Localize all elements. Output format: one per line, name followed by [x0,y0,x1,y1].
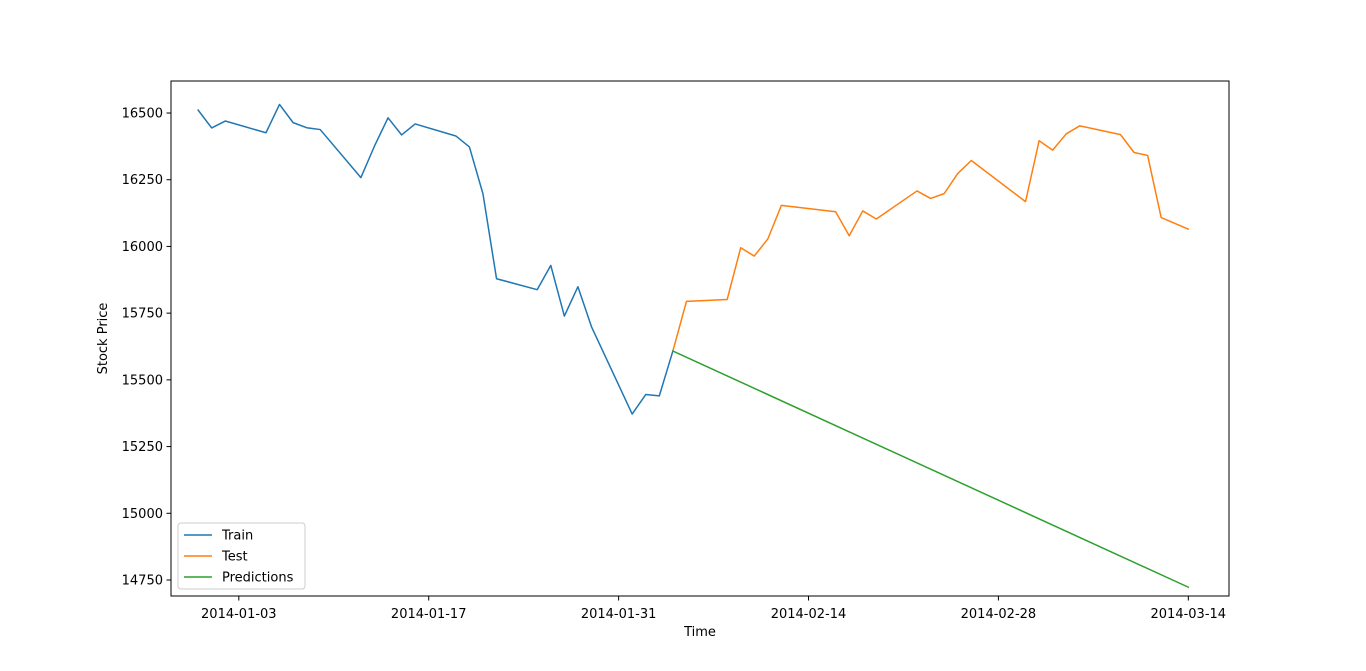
legend-box [177,522,306,590]
x-axis: 2014-01-03 2014-01-17 2014-01-31 2014-02-14… [201,596,1226,622]
y-axis: 14750 15000 15250 15500 15750 16000 16250 16500 [122,107,171,588]
y-tick-label: 15500 [122,373,163,388]
legend-label-test: Test [221,550,248,565]
x-tick-label: 2014-01-17 [391,607,467,622]
y-tick-label: 15750 [122,307,163,322]
y-tick-label: 16250 [122,173,163,188]
series-line-train [197,103,674,415]
x-tick-label: 2014-01-31 [581,607,657,622]
x-tick-label: 2014-02-14 [771,607,847,622]
x-tick-label: 2014-02-28 [961,607,1037,622]
series-layer [197,103,1190,589]
y-tick-label: 16500 [122,107,163,122]
x-axis-title: Time [683,625,716,640]
y-tick-label: 14750 [122,573,163,588]
x-tick-label: 2014-03-14 [1151,607,1227,622]
y-tick-label: 15000 [122,507,163,522]
y-tick-label: 16000 [122,240,163,255]
series-line-test [671,125,1190,352]
legend-label-train: Train [221,529,253,544]
x-tick-label: 2014-01-03 [201,607,277,622]
y-axis-title: Stock Price [96,303,111,375]
y-tick-label: 15250 [122,440,163,455]
legend: Train Test Predictions [177,522,306,590]
plot-frame [170,80,1230,597]
legend-label-predictions: Predictions [222,571,294,586]
series-line-predictions [671,350,1190,589]
